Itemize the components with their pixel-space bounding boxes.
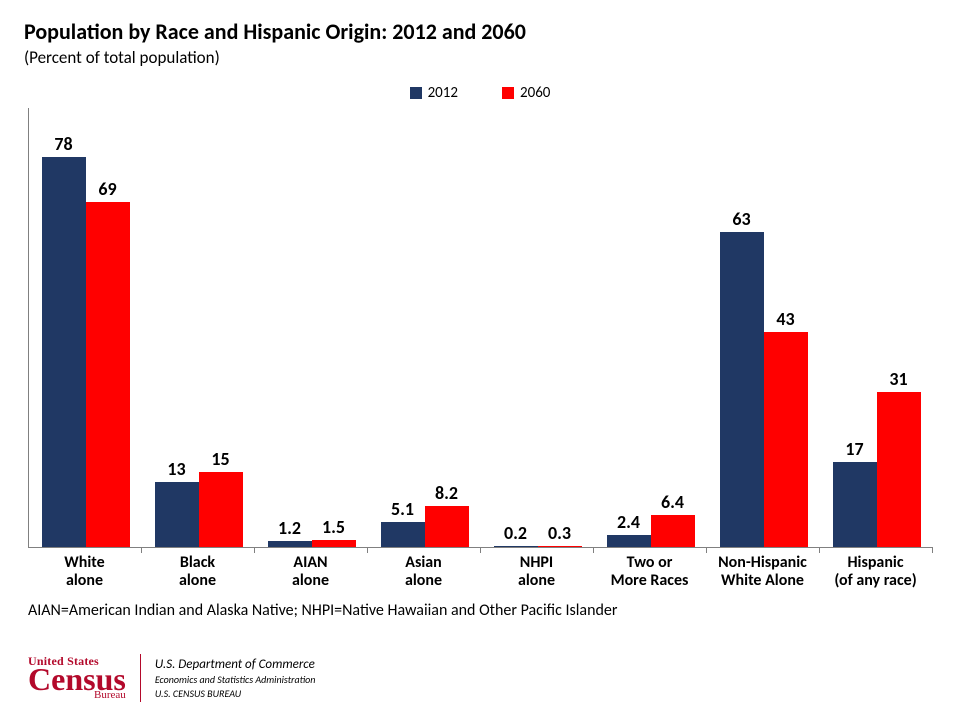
bar-value-2012: 13: [167, 458, 185, 482]
legend-label-2012: 2012: [428, 84, 458, 102]
footnote: AIAN=American Indian and Alaska Native; …: [28, 601, 932, 620]
x-tick: [254, 547, 255, 553]
legend-item-2012: 2012: [410, 84, 458, 102]
category-label: NHPIalone: [480, 554, 593, 591]
title-block: Population by Race and Hispanic Origin: …: [0, 0, 960, 72]
category-label-line2: alone: [28, 572, 141, 590]
x-tick: [706, 547, 707, 553]
bar-value-2060: 0.3: [548, 522, 571, 546]
bar-value-2060: 6.4: [661, 491, 684, 515]
bar-group: 2.46.4: [594, 515, 707, 547]
legend-label-2060: 2060: [520, 84, 550, 102]
category-label: Non-HispanicWhite Alone: [706, 554, 819, 591]
bar-2060: 1.5: [312, 540, 356, 548]
category-label: Hispanic(of any race): [819, 554, 932, 591]
footer-line-1: Economics and Statistics Administration: [155, 673, 316, 686]
bar-2060: 69: [86, 202, 130, 547]
bar-value-2060: 15: [211, 448, 229, 472]
bar-2060: 6.4: [651, 515, 695, 547]
category-label: AIANalone: [254, 554, 367, 591]
footer-divider: [140, 654, 141, 702]
category-label: Asianalone: [367, 554, 480, 591]
category-label: Blackalone: [141, 554, 254, 591]
category-label-line2: (of any race): [819, 572, 932, 590]
category-label-line1: Non-Hispanic: [706, 554, 819, 572]
bar-value-2012: 1.2: [278, 517, 301, 541]
category-label-line2: More Races: [593, 572, 706, 590]
bar-2060: 31: [877, 392, 921, 547]
footer-line-2: U.S. CENSUS BUREAU: [155, 687, 316, 700]
bar-value-2060: 8.2: [435, 482, 458, 506]
x-tick: [819, 547, 820, 553]
bar-2012: 78: [42, 157, 86, 547]
bar-2060: 43: [764, 332, 808, 547]
category-label: Whitealone: [28, 554, 141, 591]
chart-title: Population by Race and Hispanic Origin: …: [24, 18, 936, 45]
category-label-line1: Black: [141, 554, 254, 572]
x-tick: [367, 547, 368, 553]
bar-group: 1.21.5: [255, 540, 368, 548]
bar-2060: 15: [199, 472, 243, 547]
bar-group: 1731: [820, 392, 933, 547]
chart-area: 786913151.21.55.18.20.20.32.46.463431731: [28, 108, 932, 548]
bar-2012: 63: [720, 232, 764, 547]
bar-value-2012: 17: [845, 438, 863, 462]
category-label-line1: Asian: [367, 554, 480, 572]
category-label-line1: NHPI: [480, 554, 593, 572]
category-label-line1: AIAN: [254, 554, 367, 572]
legend: 2012 2060: [0, 84, 960, 102]
plot-region: 786913151.21.55.18.20.20.32.46.463431731: [28, 108, 932, 548]
x-tick: [593, 547, 594, 553]
x-tick: [480, 547, 481, 553]
bar-2012: 17: [833, 462, 877, 547]
footer: United States Census Bureau U.S. Departm…: [28, 654, 315, 702]
category-label-line2: White Alone: [706, 572, 819, 590]
bar-2012: 13: [155, 482, 199, 547]
legend-swatch-2060: [502, 87, 514, 99]
census-logo: United States Census Bureau: [28, 656, 126, 701]
bar-value-2060: 31: [889, 368, 907, 392]
bar-2060: 8.2: [425, 506, 469, 547]
category-label: Two orMore Races: [593, 554, 706, 591]
bar-2012: 1.2: [268, 541, 312, 547]
bar-value-2012: 63: [732, 208, 750, 232]
x-tick: [932, 547, 933, 553]
bar-2012: 0.2: [494, 546, 538, 547]
category-label-line1: Two or: [593, 554, 706, 572]
category-label-line2: alone: [254, 572, 367, 590]
category-label-line1: White: [28, 554, 141, 572]
bar-group: 1315: [142, 472, 255, 547]
bar-value-2012: 2.4: [617, 511, 640, 535]
category-label-line2: alone: [367, 572, 480, 590]
bar-group: 7869: [29, 157, 142, 547]
bar-value-2060: 69: [98, 178, 116, 202]
footer-text: U.S. Department of Commerce Economics an…: [155, 657, 316, 700]
bar-group: 5.18.2: [368, 506, 481, 547]
footer-line-0: U.S. Department of Commerce: [155, 657, 316, 672]
bar-group: 6343: [707, 232, 820, 547]
category-label-line2: alone: [141, 572, 254, 590]
legend-item-2060: 2060: [502, 84, 550, 102]
bar-2012: 2.4: [607, 535, 651, 547]
bar-value-2060: 1.5: [322, 516, 345, 540]
category-label-line1: Hispanic: [819, 554, 932, 572]
category-label-line2: alone: [480, 572, 593, 590]
bar-value-2012: 0.2: [504, 522, 527, 546]
bar-group: 0.20.3: [481, 546, 594, 548]
bar-2012: 5.1: [381, 522, 425, 548]
bar-2060: 0.3: [538, 546, 582, 548]
category-labels-row: WhitealoneBlackaloneAIANaloneAsianaloneN…: [28, 554, 932, 591]
bar-value-2060: 43: [776, 308, 794, 332]
bar-value-2012: 78: [54, 133, 72, 157]
x-tick: [141, 547, 142, 553]
bar-value-2012: 5.1: [391, 498, 414, 522]
legend-swatch-2012: [410, 87, 422, 99]
chart-subtitle: (Percent of total population): [24, 47, 936, 68]
